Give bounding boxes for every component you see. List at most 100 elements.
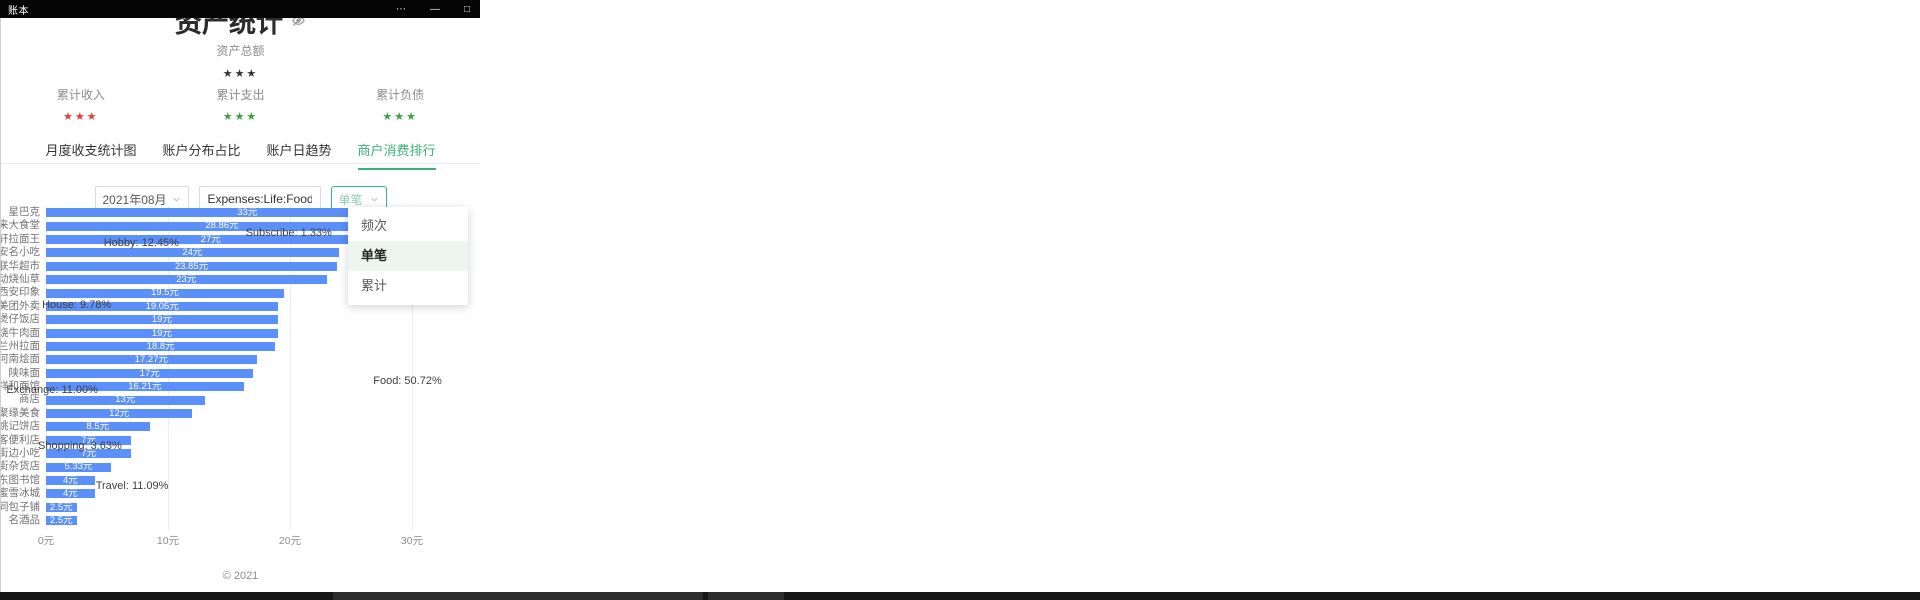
bar bbox=[46, 342, 276, 352]
x-tick-label: 0元 bbox=[37, 535, 55, 547]
bar bbox=[46, 248, 339, 258]
bar-value-label: 2.5元 bbox=[49, 501, 73, 513]
bar-category-label: 快客便利店 bbox=[1, 433, 40, 446]
bar-row[interactable]: 快客便利店 7元 bbox=[1, 434, 480, 447]
bar bbox=[46, 301, 279, 311]
bar-row[interactable]: 街边小吃 7元 bbox=[1, 447, 480, 460]
window-maximize-button[interactable]: □ bbox=[463, 3, 470, 15]
bar bbox=[46, 449, 132, 459]
total-assets: 资产总额 ★★★ bbox=[216, 44, 265, 80]
tab-账户分布占比[interactable]: 账户分布占比 bbox=[162, 143, 241, 158]
bar-value-label: 4元 bbox=[63, 488, 78, 500]
bar-row[interactable]: 东街杂货店 5.33元 bbox=[1, 460, 480, 473]
bar-category-label: 港式煲仔饭店 bbox=[1, 313, 40, 326]
bar-value-label: 24元 bbox=[182, 247, 203, 259]
bar-category-label: 红烧牛肉面 bbox=[1, 326, 40, 339]
summary-value-hidden: ★★★ bbox=[222, 111, 259, 123]
tab-账户日趋势[interactable]: 账户日趋势 bbox=[266, 143, 332, 158]
bar-value-label: 19.05元 bbox=[145, 300, 179, 312]
bar-row[interactable]: 悸动烧仙草 23元 bbox=[1, 273, 480, 286]
bar-value-label: 28.86元 bbox=[205, 220, 239, 232]
summary-value-hidden: ★★★ bbox=[63, 111, 99, 123]
bar-row[interactable]: 河南烩面 17.27元 bbox=[1, 353, 480, 366]
bar-value-label: 18.8元 bbox=[146, 340, 175, 352]
bar-category-label: 聚缘美食 bbox=[0, 406, 40, 419]
bar-row[interactable]: 红烧牛肉面 19元 bbox=[1, 327, 480, 340]
bar-row[interactable]: 联华超市 23.85元 bbox=[1, 260, 480, 273]
bar-row[interactable]: 叶同包子铺 2.5元 bbox=[1, 501, 480, 514]
bar bbox=[46, 516, 77, 526]
bar-row[interactable]: 姚记饼店 8.5元 bbox=[1, 420, 480, 433]
month-select[interactable]: 2021年08月 bbox=[94, 186, 189, 212]
x-tick-label: 30元 bbox=[400, 535, 424, 547]
bar-value-label: 12元 bbox=[109, 407, 130, 419]
pie-slice-label: Food: 50.72% bbox=[373, 375, 442, 388]
bar-row[interactable]: 聚缘美食 12元 bbox=[1, 407, 480, 420]
dropdown-option-频次[interactable]: 频次 bbox=[361, 218, 388, 233]
bar bbox=[46, 368, 254, 378]
summary-stat: 累计负债 ★★★ bbox=[320, 86, 480, 123]
bar-row[interactable]: 西安名小吃 24元 bbox=[1, 246, 480, 259]
bar-value-label: 16.21元 bbox=[128, 381, 162, 393]
x-tick-label: 10元 bbox=[156, 535, 180, 547]
bar-value-label: 7元 bbox=[81, 448, 97, 460]
bar-row[interactable]: 美团外卖 19.05元 bbox=[1, 300, 480, 313]
bar-row[interactable]: 星巴克 33元 bbox=[1, 206, 480, 219]
bar-row[interactable]: 好味来大食堂 28.86元 bbox=[1, 219, 480, 232]
bar bbox=[46, 315, 278, 325]
bar bbox=[46, 382, 244, 392]
bar-row[interactable]: 和轩拉面王 27元 bbox=[1, 233, 480, 246]
bar-value-label: 23.85元 bbox=[174, 260, 209, 272]
bar-row[interactable]: 浦东图书馆 4元 bbox=[1, 474, 480, 487]
bar-category-label: 好味来大食堂 bbox=[1, 219, 40, 232]
bar-row[interactable]: 商店 13元 bbox=[1, 393, 480, 406]
tab-商户消费排行[interactable]: 商户消费排行 bbox=[357, 140, 436, 170]
bar bbox=[46, 261, 337, 271]
tab-月度收支统计图[interactable]: 月度收支统计图 bbox=[45, 143, 137, 158]
account-filter-input[interactable] bbox=[198, 186, 321, 212]
bar-row[interactable]: 兰州拉面 18.8元 bbox=[1, 340, 480, 353]
taskbar[interactable] bbox=[0, 592, 1920, 600]
chevron-down-icon bbox=[172, 195, 181, 204]
bar-value-label: 5.33元 bbox=[64, 461, 93, 473]
cumulative-summary: 累计收入 ★★★ 累计支出 ★★★ 累计负债 ★★★ bbox=[1, 86, 480, 123]
dropdown-option-累计[interactable]: 累计 bbox=[361, 278, 388, 293]
summary-stat: 累计支出 ★★★ bbox=[161, 86, 321, 123]
bar-category-label: 姚记饼店 bbox=[0, 420, 40, 433]
bar-category-label: 蜜雪冰城 bbox=[0, 487, 40, 500]
bar-category-label: 联华超市 bbox=[0, 259, 40, 272]
bar bbox=[46, 462, 112, 472]
pie-slice-label: House: 9.78% bbox=[42, 298, 112, 311]
bar bbox=[46, 221, 399, 231]
pie-slice-label: Exchange: 11.00% bbox=[6, 383, 98, 396]
bar-category-label: 西安印象 bbox=[0, 286, 40, 299]
bar-row[interactable]: 祥和面馆 16.21元 bbox=[1, 380, 480, 393]
bar-value-label: 23元 bbox=[176, 273, 197, 285]
mode-dropdown-menu: 频次单笔累计 bbox=[348, 207, 468, 305]
bar-row[interactable]: 港式煲仔饭店 19元 bbox=[1, 313, 480, 326]
bar-value-label: 19元 bbox=[151, 327, 172, 339]
bar-row[interactable]: 蜜雪冰城 4元 bbox=[1, 487, 480, 500]
gridline bbox=[290, 206, 291, 530]
bar-value-label: 2.5元 bbox=[49, 514, 73, 526]
bar bbox=[46, 395, 205, 405]
pie-slice-label: Hobby: 12.45% bbox=[103, 237, 179, 250]
bar-value-label: 7元 bbox=[81, 434, 97, 446]
bar bbox=[46, 435, 132, 445]
bar-value-label: 17.27元 bbox=[134, 354, 168, 366]
bar-value-label: 4元 bbox=[63, 474, 78, 486]
bar-row[interactable]: 西安印象 19.5元 bbox=[1, 286, 480, 299]
bar-row[interactable]: 陕味面 17元 bbox=[1, 367, 480, 380]
window-more-button[interactable]: ⋯ bbox=[395, 3, 406, 15]
bar-row[interactable]: 名酒品 2.5元 bbox=[1, 514, 480, 527]
bar-category-label: 星巴克 bbox=[8, 206, 41, 218]
bar bbox=[46, 502, 77, 512]
dropdown-option-单笔[interactable]: 单笔 bbox=[348, 241, 468, 271]
bar bbox=[46, 275, 327, 285]
x-tick-label: 20元 bbox=[278, 535, 302, 547]
summary-label: 累计负债 bbox=[376, 88, 425, 102]
bar bbox=[46, 422, 150, 432]
window-minimize-button[interactable]: — bbox=[429, 3, 440, 15]
bar-category-label: 美团外卖 bbox=[0, 299, 40, 312]
